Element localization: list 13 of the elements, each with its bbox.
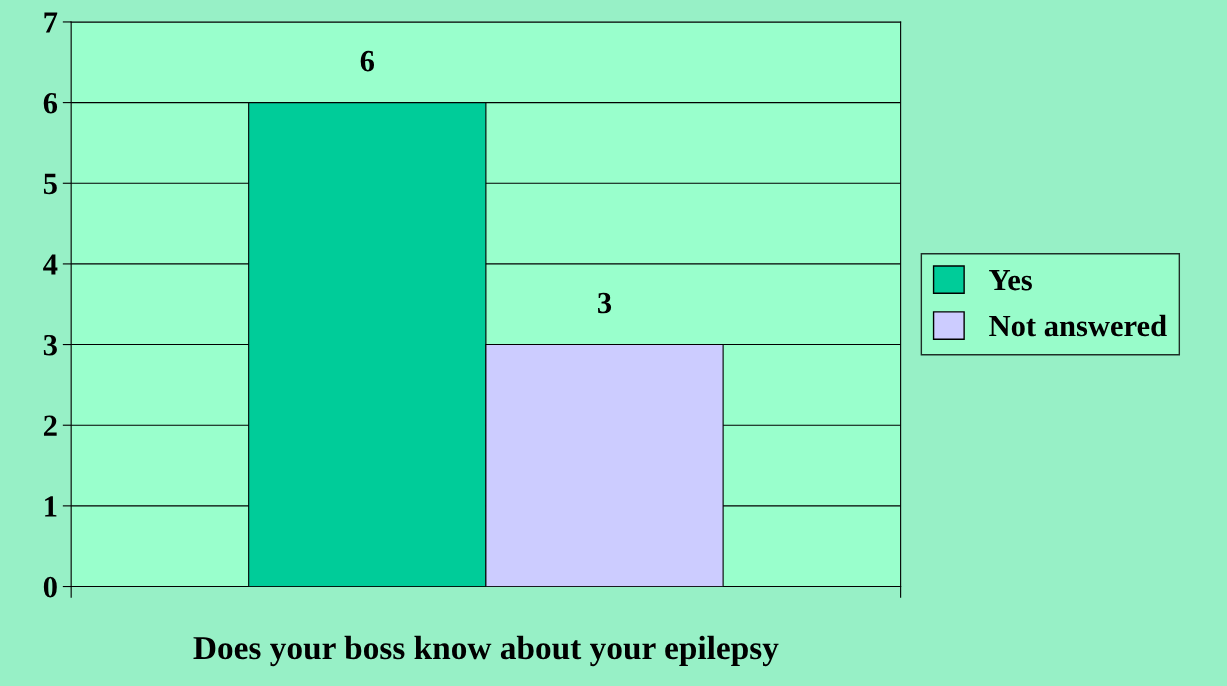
y-tick-label: 6	[43, 92, 58, 114]
legend-label: Not answered	[989, 314, 1167, 337]
data-label: 3	[598, 292, 612, 314]
legend-label: Yes	[989, 270, 1032, 291]
x-axis-title: Does your boss know about your epilepsy	[193, 635, 779, 667]
y-tick-label: 7	[44, 12, 58, 33]
y-tick-label: 1	[45, 496, 57, 517]
y-tick-label: 3	[43, 334, 57, 356]
data-label: 6	[360, 50, 375, 72]
y-tick-label: 0	[43, 576, 57, 598]
y-tick-label: 2	[43, 415, 57, 436]
y-tick-label: 4	[43, 254, 58, 275]
y-tick-label: 5	[43, 173, 57, 195]
